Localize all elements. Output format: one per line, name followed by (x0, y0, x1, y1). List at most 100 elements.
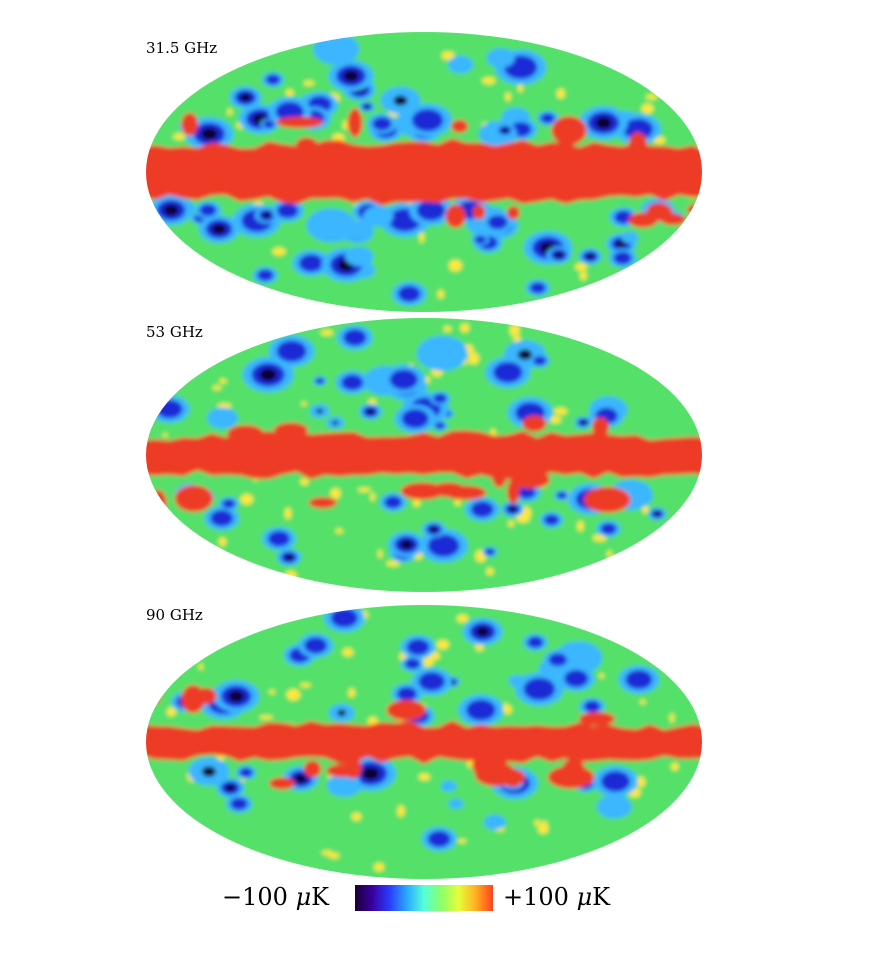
cold-spot (230, 797, 248, 810)
cold-spot (156, 399, 183, 419)
cold-spot (544, 514, 560, 526)
warm-spot (592, 534, 607, 542)
hot-spot (510, 470, 551, 489)
warm-spot (284, 507, 292, 520)
warm-spot (301, 401, 307, 406)
warm-spot (303, 80, 315, 86)
hot-spot (146, 688, 161, 706)
cold-spot (411, 109, 444, 132)
colorbar (355, 885, 493, 911)
cold-spot (262, 212, 271, 219)
cold-spot (418, 672, 445, 692)
warm-spot (166, 707, 176, 717)
warm-spot (553, 407, 568, 415)
warm-spot (286, 689, 301, 701)
galactic-plane (146, 720, 702, 765)
warm-spot (219, 378, 227, 384)
cold-spot (397, 686, 417, 702)
cold-spot (487, 215, 508, 230)
hot-spot (269, 777, 295, 790)
cold-spot (416, 335, 468, 371)
cold-spot (614, 210, 633, 224)
cold-spot (199, 204, 217, 217)
cold-spot (222, 499, 236, 509)
cold-spot (212, 224, 226, 235)
warm-spot (373, 862, 385, 872)
warm-spot (284, 570, 297, 580)
warm-spot (397, 805, 405, 817)
warm-spot (227, 108, 233, 116)
warm-spot (357, 487, 371, 493)
warm-spot (509, 324, 520, 337)
warm-spot (419, 231, 425, 243)
hot-spot (295, 137, 318, 153)
cold-spot (343, 70, 359, 82)
hot-spot (344, 757, 362, 779)
cold-spot (363, 205, 394, 227)
warm-spot (505, 92, 511, 102)
warm-spot (575, 263, 587, 271)
cold-spot (405, 658, 421, 670)
hot-spot (445, 204, 466, 228)
cold-spot (304, 637, 328, 654)
hot-spot (386, 699, 426, 721)
cold-spot (475, 626, 490, 637)
cold-spot (225, 784, 236, 792)
warm-spot (198, 663, 204, 671)
warm-spot (342, 120, 349, 130)
cold-spot (277, 203, 299, 219)
cold-spot (493, 361, 523, 383)
cold-spot (564, 669, 589, 688)
warm-spot (418, 773, 431, 781)
warm-spot (173, 133, 186, 140)
cold-spot (429, 526, 438, 533)
cold-spot (400, 539, 413, 550)
warm-spot (437, 289, 444, 299)
cold-spot (523, 677, 556, 701)
cold-spot (556, 491, 567, 499)
warm-spot (285, 89, 294, 97)
warm-spot (299, 683, 311, 688)
warm-spot (386, 560, 400, 567)
colorbar-min-value: −100 (222, 883, 288, 911)
warm-spot (513, 335, 521, 343)
warm-spot (351, 812, 362, 821)
cold-spot (548, 653, 568, 667)
cold-spot (470, 501, 494, 518)
warm-spot (636, 776, 646, 788)
cold-spot (201, 127, 218, 140)
warm-spot (516, 514, 530, 523)
cold-spot (228, 690, 245, 703)
warm-spot (534, 819, 541, 826)
warm-spot (212, 385, 222, 390)
warm-spot (300, 478, 309, 486)
hot-spot (275, 116, 324, 128)
colorbar-min-unit-mu: μ (295, 883, 312, 911)
warm-spot (368, 398, 377, 406)
cold-spot (344, 246, 374, 267)
hot-spot (561, 758, 586, 788)
hot-spot (686, 203, 702, 215)
cold-spot (613, 251, 632, 265)
cold-spot (201, 766, 216, 777)
map-label-31-5-ghz: 31.5 GHz (146, 39, 218, 57)
hot-spot (472, 751, 508, 780)
hot-spot (443, 485, 487, 500)
cold-spot (372, 116, 392, 131)
warm-spot (272, 247, 286, 256)
cold-spot (586, 253, 595, 260)
cold-spot (623, 118, 654, 140)
warm-spot (162, 433, 168, 438)
hot-spot (347, 108, 363, 138)
galactic-plane (146, 430, 702, 480)
cold-spot (530, 282, 546, 294)
warm-spot (370, 492, 376, 502)
warm-spot (378, 549, 383, 559)
warm-spot (454, 498, 461, 506)
warm-spot (503, 705, 513, 715)
warm-spot (517, 84, 523, 93)
cold-spot (527, 636, 544, 648)
cold-spot (447, 55, 474, 74)
cold-spot (341, 374, 364, 391)
cold-spot (393, 95, 408, 106)
